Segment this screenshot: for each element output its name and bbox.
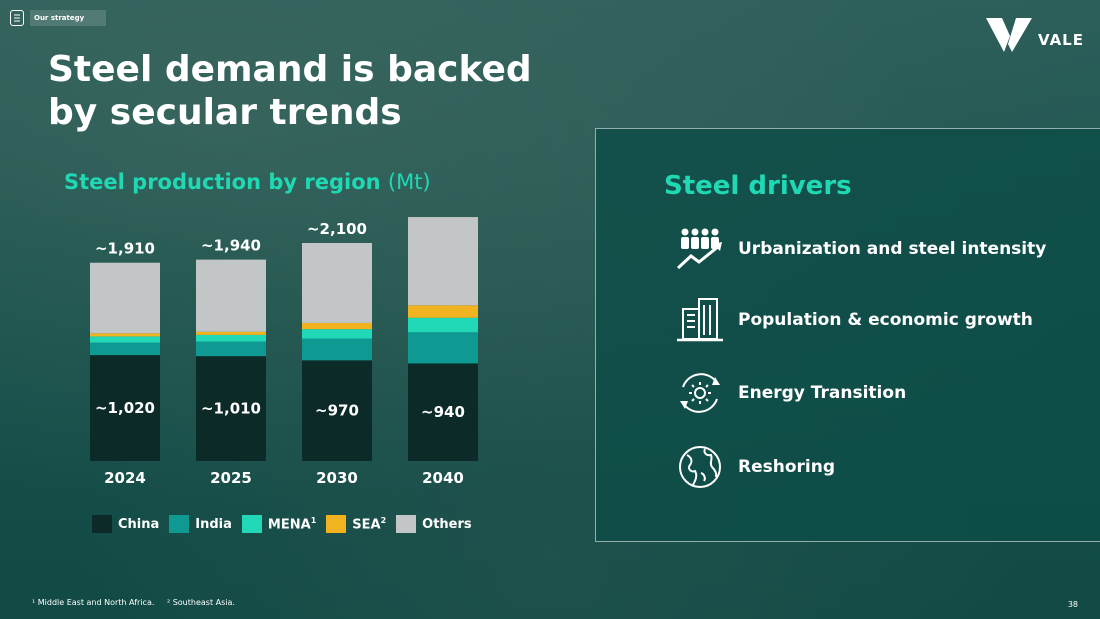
vale-logo: VALE [985,16,1084,54]
legend-swatch-sea [326,515,347,533]
bar-india-2024 [90,342,160,356]
steel-drivers-panel: Steel drivers Urbanization and steel int… [595,128,1100,542]
china-value-label-2040: ~940 [421,403,465,421]
vale-logo-mark [985,18,1032,52]
bar-others-2025 [196,259,266,332]
bar-sea-2024 [90,333,160,337]
driver-urbanization: Urbanization and steel intensity [674,225,1046,273]
legend-swatch-mena [241,515,262,533]
legend-item-india: India [169,515,232,533]
legend-sup-mena: 1 [310,515,317,525]
bar-india-2030 [302,338,372,361]
bar-others-2030 [302,243,372,323]
driver-reshoring: Reshoring [674,443,835,491]
bar-india-2040 [408,332,478,364]
buildings-icon [674,296,726,344]
legend-swatch-china [92,515,112,533]
driver-energy: Energy Transition [674,369,906,417]
legend-item-mena: MENA1 [241,515,317,533]
legend-swatch-others [396,515,417,533]
steel-production-chart: ~1,910 ~1,020 2024 ~1,940 ~1,010 2025 ~2,100 ~9… [90,217,478,487]
bar-mena-2030 [302,329,372,339]
bar-others-2024 [90,262,160,334]
bar-china-2025 [196,356,266,461]
total-label-2025: ~1,940 [201,237,261,255]
bar-china-2040 [408,363,478,461]
urbanization-icon [674,225,726,273]
drivers-title: Steel drivers [664,171,852,201]
total-label-2024: ~1,910 [95,240,155,258]
legend-label-sea: SEA [352,517,381,533]
footnotes: ¹ Middle East and North Africa. ² Southe… [32,598,245,607]
legend-swatch-india [169,515,190,533]
footnote-2: ² Southeast Asia. [166,598,235,607]
bar-china-2030 [302,360,372,461]
x-tick-label-2040: 2040 [422,469,464,487]
driver-label-reshoring: Reshoring [738,457,836,477]
document-icon [10,10,24,26]
driver-label-energy: Energy Transition [738,383,907,403]
legend-item-china: China [92,515,159,533]
bar-others-2040 [408,217,478,306]
legend-item-sea: SEA2 [326,515,386,533]
bar-sea-2030 [302,322,372,330]
chart-title: Steel production by region (Mt) [64,170,431,194]
page-title: Steel demand is backed by secular trends [48,48,548,134]
bar-mena-2040 [408,317,478,333]
bar-china-2024 [90,355,160,461]
legend-label-india: India [195,516,232,532]
legend-item-others: Others [396,515,472,533]
legend-label-others: Others [422,516,472,532]
energy-transition-icon [674,369,726,417]
section-tag: Our strategy [10,10,107,26]
bar-sea-2025 [196,331,266,335]
driver-label-population: Population & economic growth [738,310,1033,330]
driver-population: Population & economic growth [674,296,1033,344]
section-tag-label: Our strategy [30,10,107,26]
bar-mena-2025 [196,334,266,342]
legend-label-mena: MENA [267,517,311,533]
page-title-line1: Steel demand is backed [48,49,532,90]
bar-mena-2024 [90,336,160,343]
legend-label-china: China [118,516,160,532]
bar-sea-2040 [408,305,478,318]
page-title-line2: by secular trends [48,92,402,133]
globe-icon [674,443,726,491]
china-value-label-2025: ~1,010 [201,400,261,418]
legend-sup-sea: 2 [380,515,387,525]
page-number: 38 [1067,600,1078,609]
x-tick-label-2025: 2025 [210,469,252,487]
footnote-1: ¹ Middle East and North Africa. [32,598,155,607]
china-value-label-2024: ~1,020 [95,399,155,417]
chart-legend: China India MENA1 SEA2 Others [92,515,472,533]
driver-label-urbanization: Urbanization and steel intensity [738,239,1047,259]
chart-title-text: Steel production by region [64,170,381,194]
bar-india-2025 [196,341,266,357]
china-value-label-2030: ~970 [315,402,359,420]
x-tick-label-2030: 2030 [316,469,358,487]
total-label-2030: ~2,100 [307,220,367,238]
vale-logo-text: VALE [1037,31,1084,49]
chart-title-unit: (Mt) [387,170,431,194]
x-tick-label-2024: 2024 [104,469,146,487]
